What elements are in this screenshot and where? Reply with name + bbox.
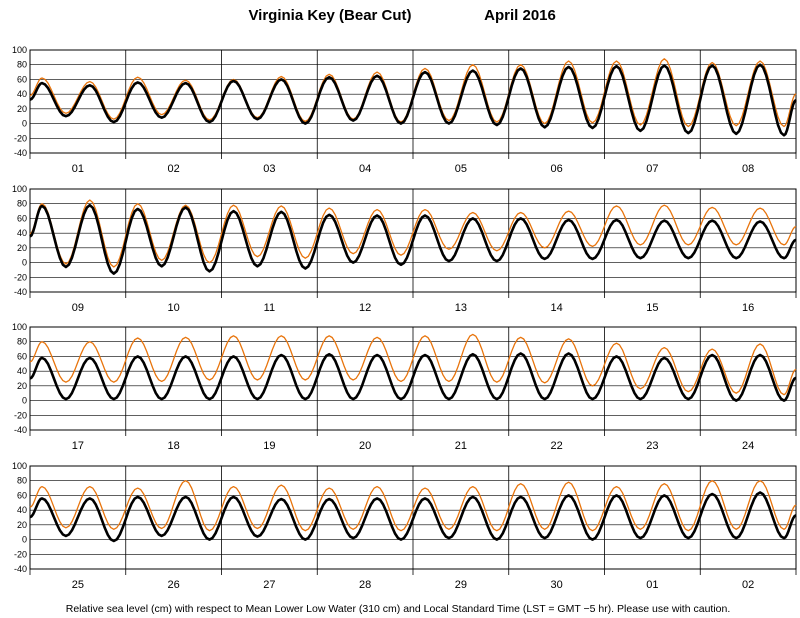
- day-label: 05: [455, 163, 467, 175]
- y-tick-label: 100: [12, 322, 27, 332]
- y-tick-label: 40: [17, 228, 27, 238]
- y-tick-label: 80: [17, 199, 27, 209]
- y-tick-label: 20: [17, 104, 27, 114]
- y-tick-label: -20: [14, 549, 27, 559]
- day-label: 26: [168, 579, 180, 591]
- day-label: 13: [455, 302, 467, 314]
- y-tick-label: -40: [14, 287, 27, 297]
- day-label: 18: [168, 440, 180, 452]
- panel-4: -40 -20 0 20 40 60 80 100 25 26 27 28 29 30 01 02: [12, 461, 797, 591]
- day-label: 04: [359, 163, 371, 175]
- y-tick-label: 0: [22, 258, 27, 268]
- y-tick-label: 80: [17, 60, 27, 70]
- y-tick-label: 40: [17, 505, 27, 515]
- panel-1: -40 -20 0 20 40 60 80 100 01 02 03 04 05 06 07 08: [12, 45, 797, 175]
- day-label: 14: [551, 302, 563, 314]
- day-label: 30: [551, 579, 563, 591]
- y-tick-label: 60: [17, 213, 27, 223]
- y-tick-label: 80: [17, 476, 27, 486]
- day-label: 07: [646, 163, 658, 175]
- series-line-predicted: [29, 199, 797, 268]
- day-label: 11: [264, 302, 275, 314]
- y-tick-label: -40: [14, 564, 27, 574]
- y-tick-label: 20: [17, 381, 27, 391]
- day-label: 12: [359, 302, 371, 314]
- day-label: 23: [646, 440, 658, 452]
- day-label: 27: [263, 579, 275, 591]
- day-label: 19: [263, 440, 275, 452]
- y-tick-label: 100: [12, 45, 27, 55]
- day-label: 10: [168, 302, 180, 314]
- y-tick-label: 0: [22, 535, 27, 545]
- y-tick-label: 40: [17, 366, 27, 376]
- day-label: 16: [742, 302, 754, 314]
- series-line-observed: [29, 63, 797, 137]
- day-label: 02: [742, 579, 754, 591]
- y-tick-label: 40: [17, 89, 27, 99]
- series-line-observed: [29, 491, 797, 543]
- day-label: 28: [359, 579, 371, 591]
- y-tick-label: 100: [12, 184, 27, 194]
- day-label: 20: [359, 440, 371, 452]
- y-tick-label: -20: [14, 410, 27, 420]
- series-line-observed: [29, 352, 797, 402]
- y-tick-label: 60: [17, 74, 27, 84]
- y-tick-label: -40: [14, 425, 27, 435]
- day-label: 17: [72, 440, 84, 452]
- day-label: 24: [742, 440, 754, 452]
- day-label: 01: [646, 579, 658, 591]
- day-label: 01: [72, 163, 84, 175]
- y-tick-label: 80: [17, 337, 27, 347]
- day-label: 02: [168, 163, 180, 175]
- series-line-observed: [29, 203, 797, 275]
- y-tick-label: 0: [22, 396, 27, 406]
- chart-footer: Relative sea level (cm) with respect to …: [66, 603, 731, 615]
- y-tick-label: 20: [17, 243, 27, 253]
- day-label: 25: [72, 579, 84, 591]
- panel-2: -40 -20 0 20 40 60 80 100 09 10 11 12 13 14 15 16: [12, 184, 797, 314]
- y-tick-label: 20: [17, 520, 27, 530]
- series-line-predicted: [29, 333, 797, 396]
- day-label: 21: [455, 440, 467, 452]
- y-tick-label: 0: [22, 119, 27, 129]
- y-tick-label: -40: [14, 148, 27, 158]
- series-line-predicted: [29, 480, 797, 532]
- day-label: 15: [646, 302, 658, 314]
- y-tick-label: 60: [17, 351, 27, 361]
- day-label: 22: [551, 440, 563, 452]
- day-label: 03: [263, 163, 275, 175]
- panel-frame: [29, 465, 797, 570]
- y-tick-label: 60: [17, 490, 27, 500]
- day-label: 29: [455, 579, 467, 591]
- y-tick-label: 100: [12, 461, 27, 471]
- panel-3: -40 -20 0 20 40 60 80 100 17 18 19 20 21 22 23 24: [12, 322, 797, 452]
- day-label: 09: [72, 302, 84, 314]
- day-label: 06: [551, 163, 563, 175]
- y-tick-label: -20: [14, 133, 27, 143]
- chart-period: April 2016: [484, 7, 556, 24]
- chart-title: Virginia Key (Bear Cut): [248, 7, 411, 24]
- y-tick-label: -20: [14, 272, 27, 282]
- day-label: 08: [742, 163, 754, 175]
